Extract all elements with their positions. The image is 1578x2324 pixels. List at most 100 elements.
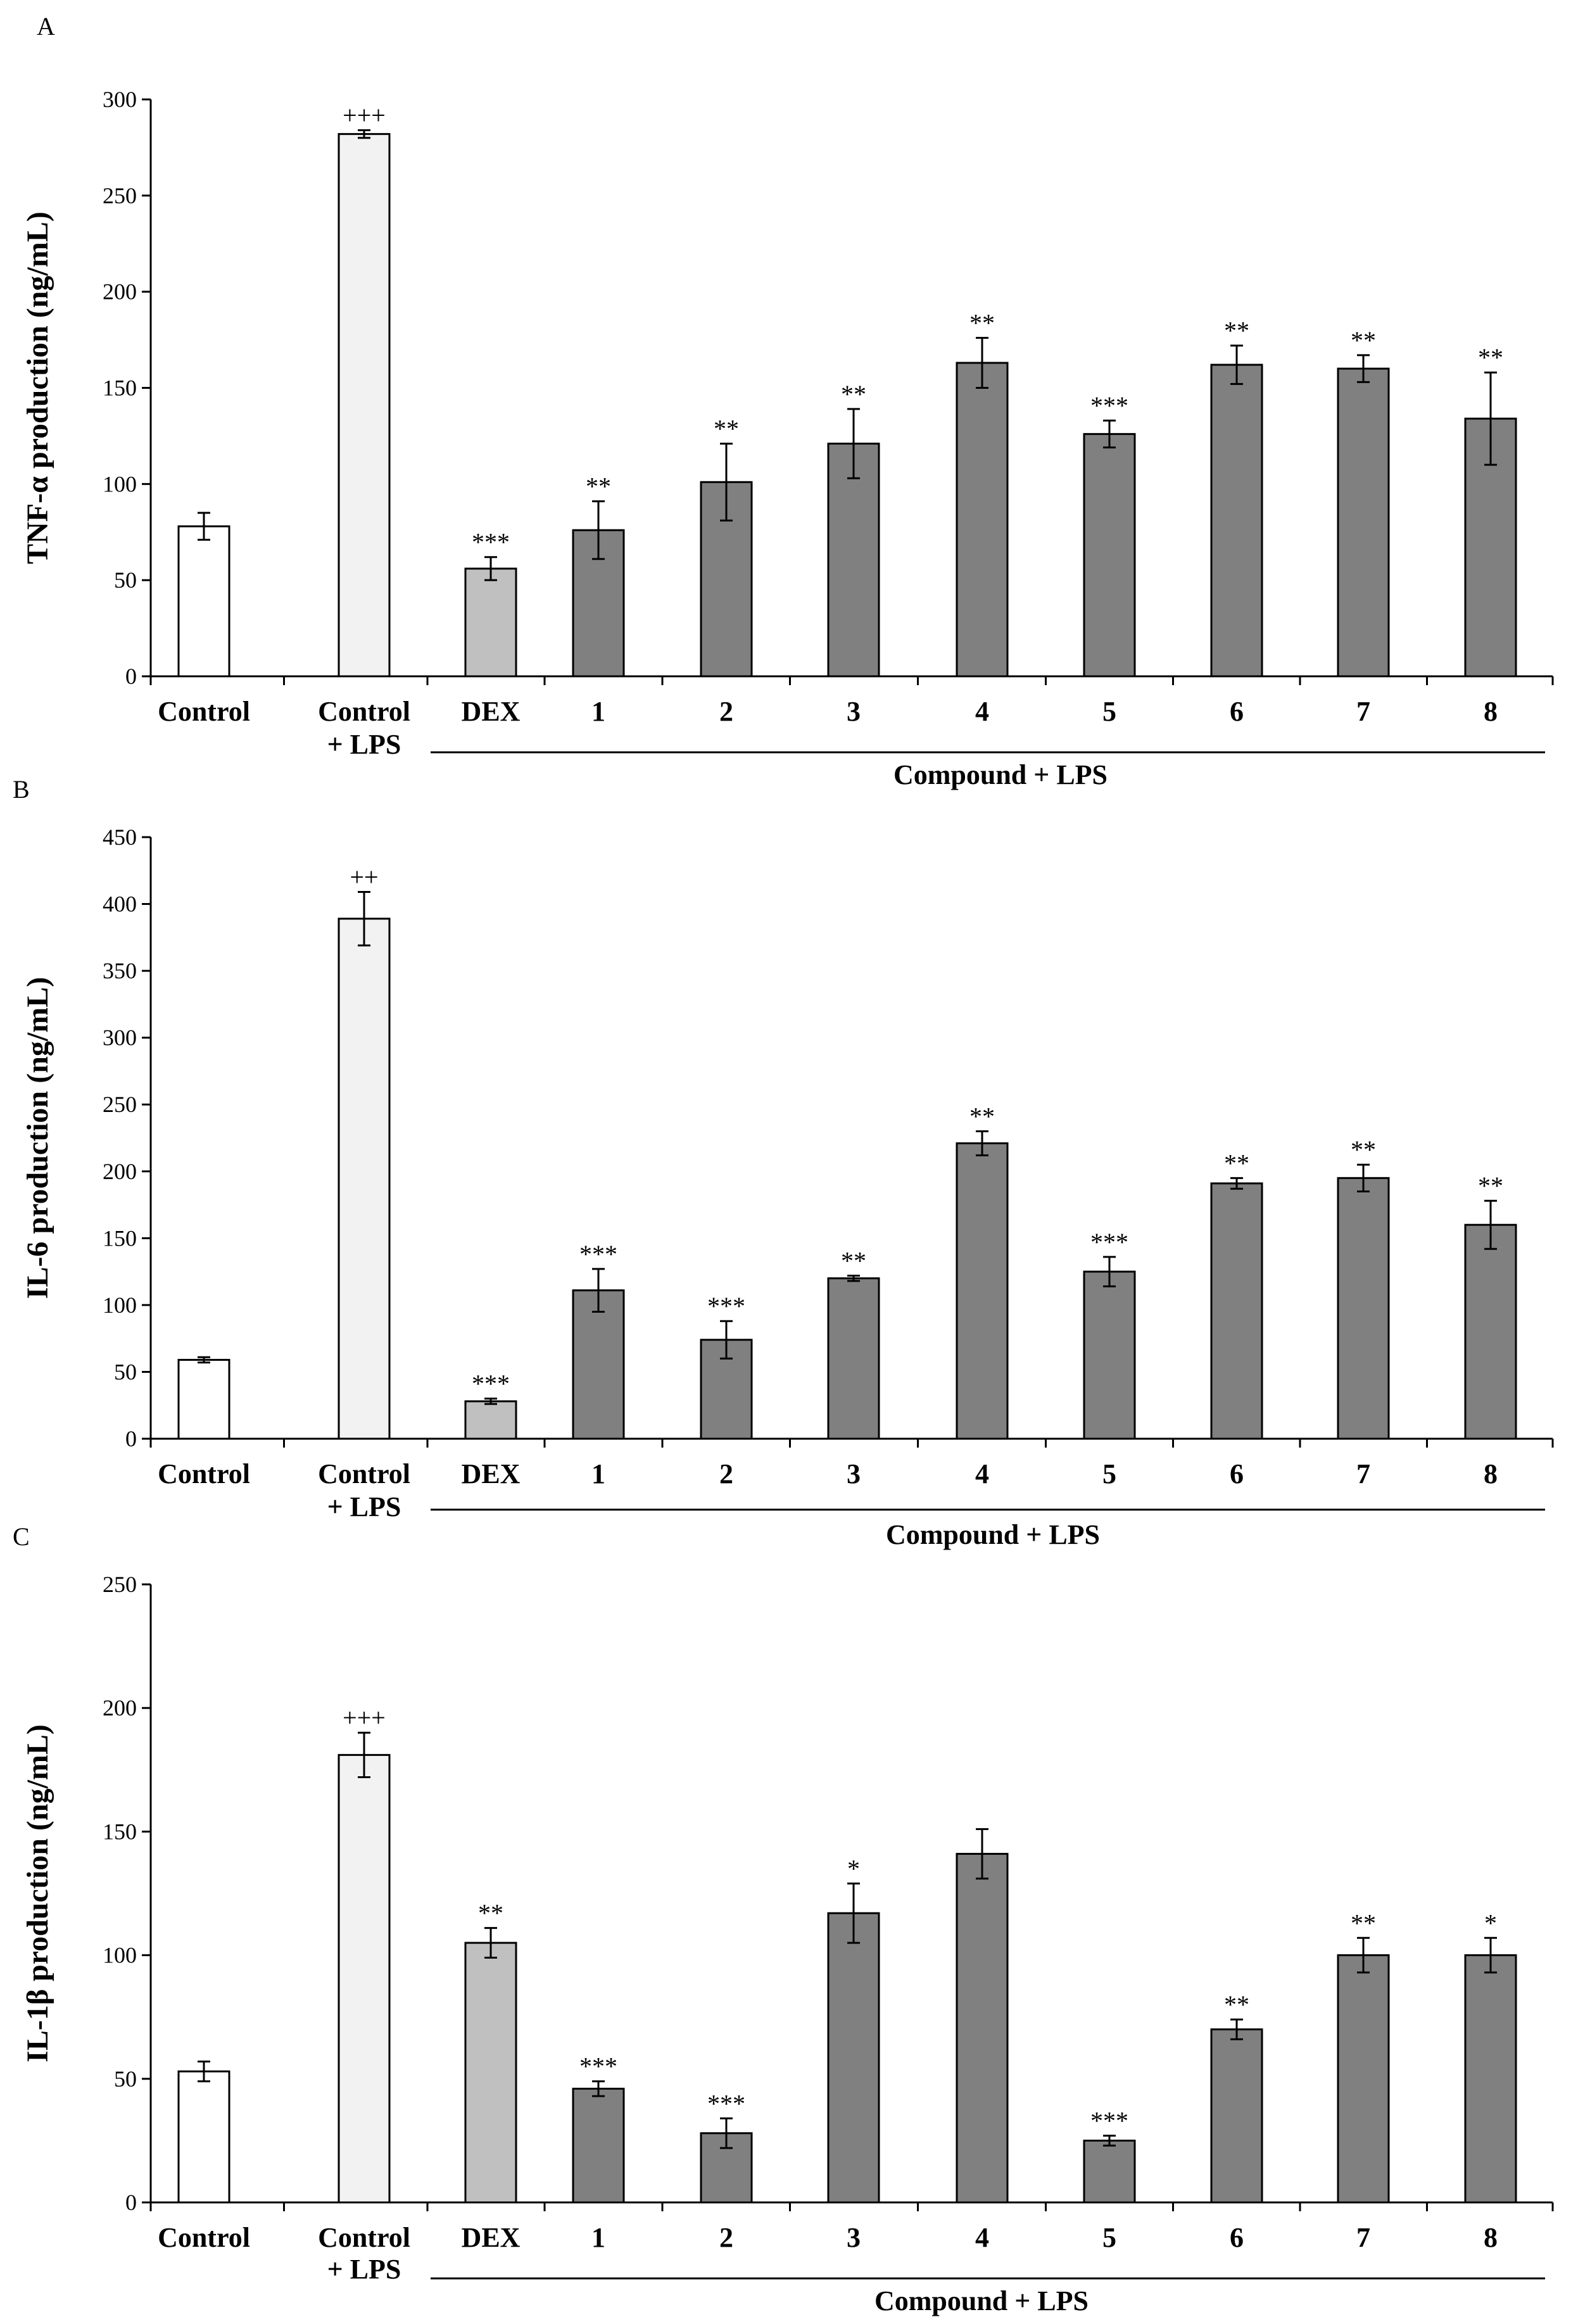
bar — [1337, 1177, 1390, 1440]
category-label: Control — [318, 1458, 410, 1489]
significance-label: ** — [1224, 1149, 1249, 1177]
category-label: Control — [318, 2222, 410, 2253]
category-label: Control — [158, 2222, 250, 2253]
bar — [177, 2070, 230, 2204]
category-label: 7 — [1356, 2222, 1370, 2253]
y-tick-label: 250 — [103, 183, 137, 208]
bar — [338, 918, 391, 1440]
y-tick-label: 450 — [103, 824, 137, 850]
bar — [956, 1853, 1009, 2204]
y-tick-label: 200 — [103, 1159, 137, 1184]
panel-label: A — [37, 12, 55, 41]
category-label: 2 — [719, 1458, 733, 1489]
bar — [338, 133, 391, 678]
y-tick-label: 150 — [103, 1819, 137, 1844]
bar — [464, 1942, 517, 2204]
y-tick-label: 350 — [103, 958, 137, 983]
category-label: 3 — [847, 1458, 861, 1489]
category-label: 1 — [591, 2222, 605, 2253]
category-label: Control — [318, 696, 410, 727]
chart-panel-a: A 0 50 100 150 200 250 300 TNF-α production (ng/… — [21, 12, 1554, 790]
bar — [700, 481, 753, 678]
significance-label: ** — [1351, 1909, 1376, 1937]
significance-label: ** — [586, 472, 611, 501]
bar — [177, 1358, 230, 1440]
category-label: 7 — [1356, 1458, 1370, 1489]
bar — [1083, 433, 1136, 678]
significance-label: * — [847, 1854, 860, 1883]
y-tick-label: 200 — [103, 279, 137, 305]
category-label: 5 — [1102, 2222, 1116, 2253]
bar — [827, 1912, 880, 2204]
y-axis-label: IL-6 production (ng/mL) — [21, 977, 54, 1299]
category-label: DEX — [462, 2222, 521, 2253]
significance-label: * — [1484, 1909, 1497, 1937]
category-label: DEX — [462, 1458, 521, 1489]
bar — [338, 1753, 391, 2204]
category-label: 7 — [1356, 696, 1370, 727]
category-label: 3 — [847, 696, 861, 727]
bar — [1464, 1223, 1517, 1440]
category-label: 2 — [719, 696, 733, 727]
significance-label: *** — [1090, 391, 1128, 420]
significance-label: ** — [1351, 326, 1376, 355]
y-tick-label: 0 — [125, 2190, 137, 2215]
y-axis-label: TNF-α production (ng/mL) — [21, 212, 54, 564]
category-label: 4 — [975, 2222, 989, 2253]
panel-label: B — [13, 775, 30, 804]
significance-label: ** — [714, 415, 739, 443]
bar — [1337, 1954, 1390, 2204]
category-label: 6 — [1230, 2222, 1244, 2253]
significance-label: ** — [969, 309, 995, 338]
y-tick-label: 0 — [125, 1426, 137, 1451]
significance-label: ** — [841, 380, 866, 408]
y-tick-label: 250 — [103, 1092, 137, 1117]
group-label: Compound + LPS — [874, 2285, 1089, 2316]
group-label: Compound + LPS — [886, 1519, 1100, 1550]
significance-label: ++ — [350, 863, 378, 892]
significance-label: *** — [1090, 1228, 1128, 1256]
y-tick-label: 300 — [103, 87, 137, 112]
bar — [1083, 1270, 1136, 1440]
significance-label: *** — [707, 2089, 745, 2118]
category-label: 4 — [975, 696, 989, 727]
significance-label: *** — [579, 1240, 617, 1268]
category-label: 3 — [847, 2222, 861, 2253]
category-label: 8 — [1484, 2222, 1498, 2253]
bar — [827, 1277, 880, 1440]
panel-label: C — [13, 1522, 30, 1551]
category-label: 1 — [591, 1458, 605, 1489]
group-label: Compound + LPS — [893, 759, 1108, 790]
chart-panel-c: C 0 50 100 150 200 250 IL-1β production (ng/mL)… — [13, 1522, 1554, 2316]
y-tick-label: 50 — [114, 567, 137, 593]
y-axis-label: IL-1β production (ng/mL) — [21, 1724, 54, 2062]
bar — [572, 1289, 625, 1440]
significance-label: ** — [1224, 317, 1249, 345]
y-tick-label: 100 — [103, 1292, 137, 1318]
y-tick-label: 100 — [103, 471, 137, 496]
significance-label: ** — [1224, 1990, 1249, 2019]
bar — [572, 2087, 625, 2204]
category-label: 2 — [719, 2222, 733, 2253]
y-tick-label: 200 — [103, 1695, 137, 1721]
category-label: Control — [158, 1458, 250, 1489]
y-tick-label: 150 — [103, 376, 137, 401]
y-tick-label: 50 — [114, 1359, 137, 1384]
chart-panel-b: B 0 50 100 150 200 250 300 350 400 450 IL-6 product… — [13, 775, 1554, 1550]
category-label: 5 — [1102, 1458, 1116, 1489]
bar — [956, 1142, 1009, 1440]
bar — [1210, 363, 1263, 678]
significance-label: *** — [472, 528, 510, 557]
significance-label: *** — [579, 2052, 617, 2081]
significance-label: *** — [1090, 2107, 1128, 2135]
category-label-line2: + LPS — [327, 2254, 401, 2285]
y-tick-label: 400 — [103, 892, 137, 917]
bar — [956, 362, 1009, 678]
category-label-line2: + LPS — [327, 729, 401, 760]
category-label: 1 — [591, 696, 605, 727]
significance-label: +++ — [343, 101, 386, 130]
significance-label: ** — [841, 1246, 866, 1275]
significance-label: ** — [478, 1899, 503, 1928]
y-tick-label: 300 — [103, 1025, 137, 1051]
